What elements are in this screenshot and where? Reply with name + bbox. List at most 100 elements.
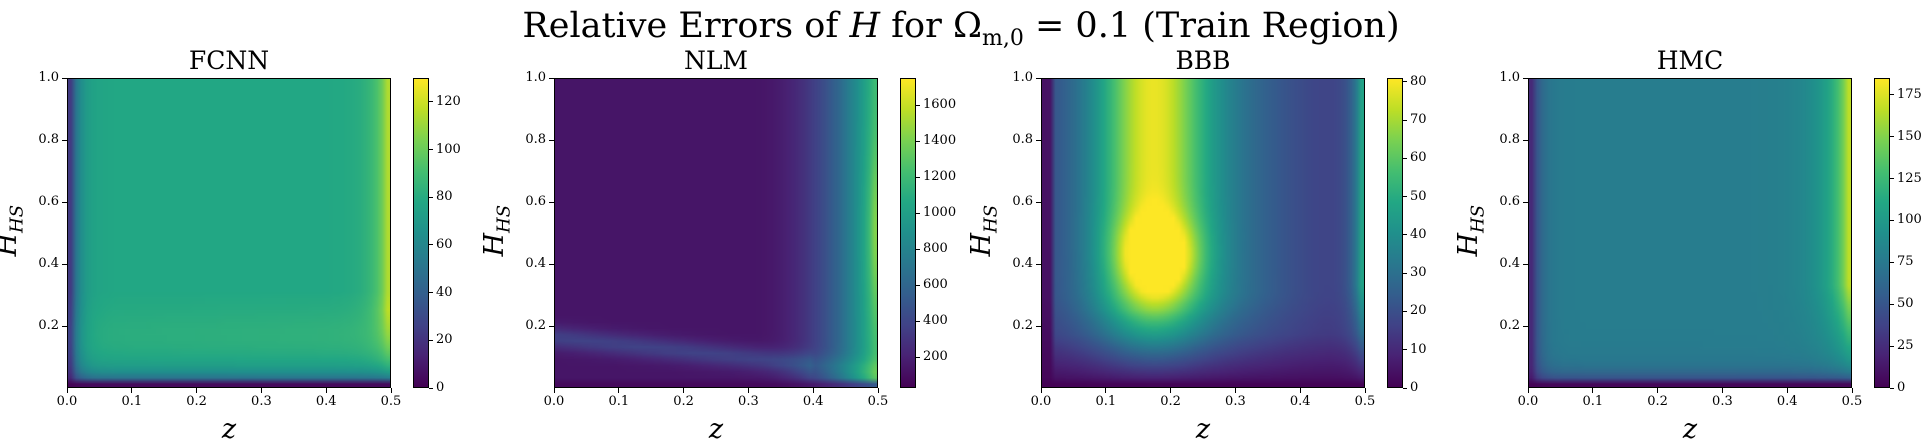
y-tick-label: 0.8 (1499, 132, 1520, 147)
colorbar-tick-mark (1890, 178, 1894, 180)
colorbar-tick-mark (1890, 219, 1894, 221)
x-tick-label: 0.2 (673, 394, 694, 409)
colorbar-tick-label: 0 (1897, 380, 1906, 395)
colorbar-tick-mark (429, 387, 433, 389)
y-tick-label: 1.0 (525, 70, 546, 85)
x-tick-mark (1851, 388, 1853, 393)
colorbar-tick-mark (429, 149, 433, 151)
colorbar-tick-mark (429, 101, 433, 103)
figure-title: Relative Errors of H for Ωm,0 = 0.1 (Tra… (522, 6, 1400, 51)
y-tick-label: 1.0 (1499, 70, 1520, 85)
colorbar-hmc (1874, 78, 1890, 388)
colorbar-tick-label: 1400 (923, 133, 957, 149)
x-tick-mark (131, 388, 133, 393)
y-axis-label: HHS (966, 205, 1001, 257)
colorbar-tick-mark (429, 244, 433, 246)
colorbar-tick-mark (1890, 94, 1894, 96)
y-axis-label-main: H (966, 232, 998, 257)
x-tick-label: 0.0 (56, 394, 78, 409)
y-axis-label-main: H (1453, 232, 1485, 257)
y-tick-label: 0.8 (525, 132, 546, 147)
colorbar-bbb (1387, 78, 1403, 388)
y-axis-label: HHS (1453, 205, 1488, 257)
colorbar-tick-label: 200 (923, 349, 948, 365)
colorbar-tick-label: 60 (436, 236, 453, 252)
colorbar-tick-label: 0 (1410, 380, 1419, 395)
x-axis-label: z (708, 414, 724, 445)
y-tick-mark (62, 263, 67, 265)
y-tick-mark (549, 77, 554, 79)
x-tick-mark (390, 388, 392, 393)
colorbar-tick-label: 50 (1410, 188, 1427, 204)
colorbar-tick-mark (916, 140, 920, 142)
x-tick-label: 0.1 (1095, 394, 1117, 409)
x-tick-mark (325, 388, 327, 393)
y-tick-mark (1036, 325, 1041, 327)
colorbar-tick-label: 80 (1410, 73, 1427, 89)
x-tick-mark (1299, 388, 1301, 393)
x-tick-label: 0.4 (802, 394, 824, 409)
colorbar-tick-label: 125 (1897, 170, 1922, 186)
panel-title-hmc: HMC (1656, 46, 1724, 75)
y-tick-label: 0.2 (1499, 318, 1520, 333)
x-axis-label: z (1682, 414, 1698, 445)
y-axis-label-sub: HS (1467, 204, 1489, 233)
y-tick-label: 0.4 (1012, 256, 1033, 271)
colorbar-tick-mark (916, 284, 920, 286)
x-axis-label: z (1195, 414, 1211, 445)
y-axis-label-main: H (0, 233, 23, 257)
x-tick-label: 0.5 (1841, 394, 1863, 409)
y-tick-mark (1036, 139, 1041, 141)
colorbar-tick-label: 800 (923, 241, 948, 257)
x-tick-label: 0.1 (121, 394, 143, 409)
colorbar-tick-label: 25 (1897, 338, 1914, 354)
heatmap-hmc (1528, 78, 1852, 388)
y-tick-mark (62, 77, 67, 79)
x-tick-mark (1040, 388, 1042, 393)
y-axis-label: HHS (0, 205, 27, 257)
colorbar-tick-mark (1403, 196, 1407, 198)
y-tick-label: 0.6 (38, 194, 59, 209)
y-tick-label: 0.6 (525, 194, 546, 209)
colorbar-tick-label: 120 (436, 93, 461, 109)
heatmap-canvas (1042, 79, 1364, 387)
y-tick-label: 0.8 (1012, 132, 1033, 147)
y-tick-mark (62, 201, 67, 203)
colorbar-tick-mark (429, 196, 433, 198)
colorbar-tick-label: 400 (923, 313, 948, 329)
colorbar-tick-mark (1890, 345, 1894, 347)
colorbar-tick-label: 75 (1897, 254, 1914, 270)
colorbar-tick-label: 0 (436, 380, 445, 395)
colorbar-tick-mark (1890, 261, 1894, 263)
colorbar-tick-label: 20 (1410, 303, 1427, 319)
x-tick-label: 0.3 (1225, 394, 1246, 409)
colorbar-tick-mark (916, 212, 920, 214)
y-tick-label: 1.0 (1012, 70, 1033, 85)
y-tick-label: 0.2 (38, 318, 59, 333)
x-tick-mark (553, 388, 555, 393)
y-tick-mark (1036, 263, 1041, 265)
y-axis-label-sub: HS (980, 204, 1002, 233)
heatmap-canvas (1529, 79, 1851, 387)
heatmap-canvas (68, 79, 390, 387)
panel-title-nlm: NLM (683, 46, 749, 75)
x-tick-mark (1786, 388, 1788, 393)
y-tick-mark (62, 325, 67, 327)
x-tick-mark (618, 388, 620, 393)
x-tick-mark (196, 388, 198, 393)
x-tick-label: 0.5 (380, 394, 402, 409)
colorbar-tick-label: 100 (436, 141, 461, 157)
x-tick-mark (1527, 388, 1529, 393)
colorbar-tick-label: 40 (436, 284, 453, 300)
colorbar-tick-mark (1403, 310, 1407, 312)
x-tick-mark (1105, 388, 1107, 393)
colorbar-fcnn (413, 78, 429, 388)
y-tick-mark (1036, 201, 1041, 203)
y-tick-mark (1523, 325, 1528, 327)
x-tick-label: 0.0 (543, 394, 565, 409)
colorbar-tick-mark (1403, 272, 1407, 274)
heatmap-canvas (555, 79, 877, 387)
colorbar-tick-mark (1890, 387, 1894, 389)
x-tick-mark (877, 388, 879, 393)
colorbar-tick-mark (1403, 81, 1407, 83)
